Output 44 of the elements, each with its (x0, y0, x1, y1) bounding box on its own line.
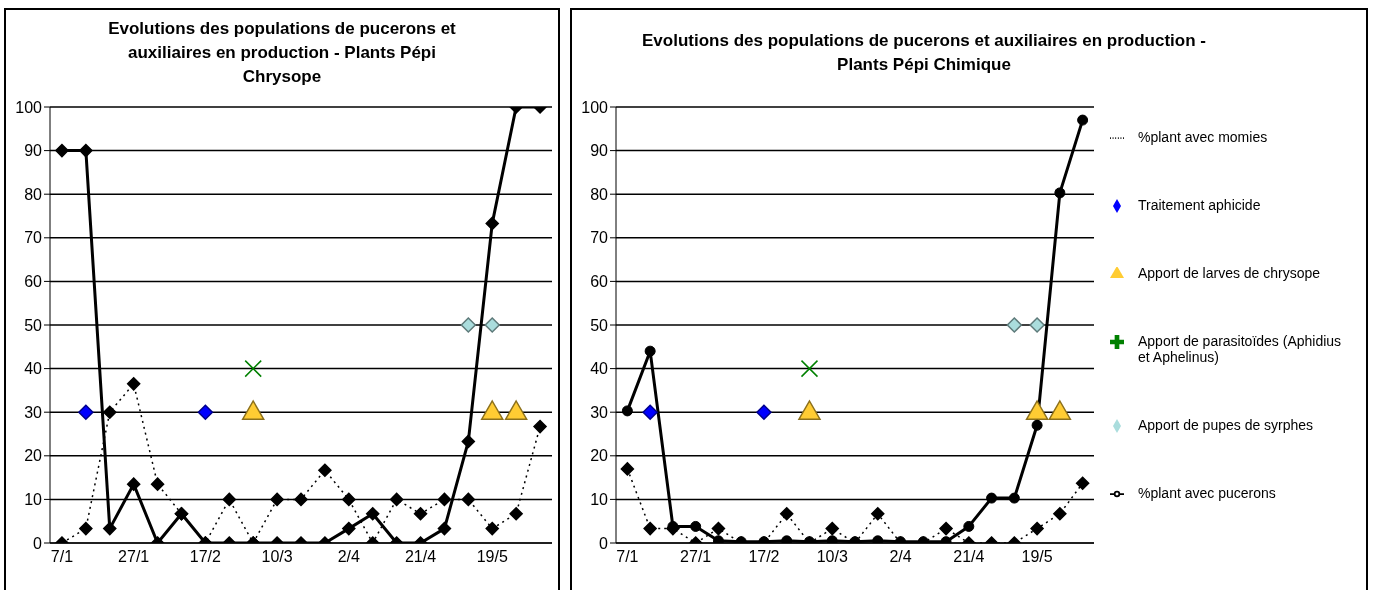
y-tick-label: 50 (24, 316, 43, 334)
x-tick-label: 10/3 (816, 548, 848, 566)
x-tick-label: 2/4 (889, 548, 912, 566)
x-tick-label: 7/1 (50, 548, 74, 566)
y-tick-label: 90 (590, 142, 609, 160)
x-tick-label: 7/1 (616, 548, 639, 566)
y-tick-label: 20 (590, 447, 609, 465)
y-tick-label: 10 (24, 491, 43, 509)
x-tick-label: 21/4 (404, 548, 437, 566)
y-tick-label: 0 (599, 534, 609, 552)
legend-label: Traitement aphicide (1138, 197, 1261, 213)
y-tick-label: 100 (15, 98, 43, 116)
chart-title: Evolutions des populations de pucerons et auxiliaires en production - Plants Pépi Chimique (641, 29, 1207, 76)
y-tick-label: 0 (33, 534, 43, 552)
y-tick-label: 60 (590, 273, 609, 291)
x-tick-label: 17/2 (189, 548, 222, 566)
y-tick-label: 50 (590, 316, 609, 334)
x-tick-label: 17/2 (748, 548, 780, 566)
y-tick-label: 10 (590, 491, 609, 509)
x-tick-label: 21/4 (953, 548, 985, 566)
legend-label: Apport de pupes de syrphes (1138, 417, 1314, 433)
y-tick-label: 30 (590, 403, 609, 421)
y-tick-label: 30 (24, 403, 43, 421)
x-tick-label: 10/3 (261, 548, 293, 566)
x-tick-label: 27/1 (680, 548, 712, 566)
y-tick-label: 60 (24, 273, 43, 291)
chart-title: Evolutions des populations de pucerons et auxiliaires en production - Plants Pépi Chrysope (107, 17, 457, 88)
legend-label: %plant avec pucerons (1138, 485, 1276, 501)
y-tick-label: 100 (581, 98, 609, 116)
legend-label: %plant avec momies (1138, 129, 1268, 145)
legend-label: Apport de parasitoïdes (Aphidius et Aphelinus) (1138, 333, 1342, 365)
x-tick-label: 19/5 (476, 548, 508, 566)
y-tick-label: 40 (24, 360, 43, 378)
x-tick-label: 2/4 (337, 548, 361, 566)
y-tick-label: 80 (590, 185, 609, 203)
y-tick-label: 70 (590, 229, 609, 247)
y-tick-label: 80 (24, 185, 43, 203)
x-tick-label: 27/1 (118, 548, 150, 566)
legend-label: Apport de larves de chrysope (1138, 265, 1321, 281)
x-tick-label: 19/5 (1021, 548, 1053, 566)
y-tick-label: 90 (24, 142, 43, 160)
y-tick-label: 70 (24, 229, 43, 247)
y-tick-label: 20 (24, 447, 43, 465)
y-tick-label: 40 (590, 360, 609, 378)
